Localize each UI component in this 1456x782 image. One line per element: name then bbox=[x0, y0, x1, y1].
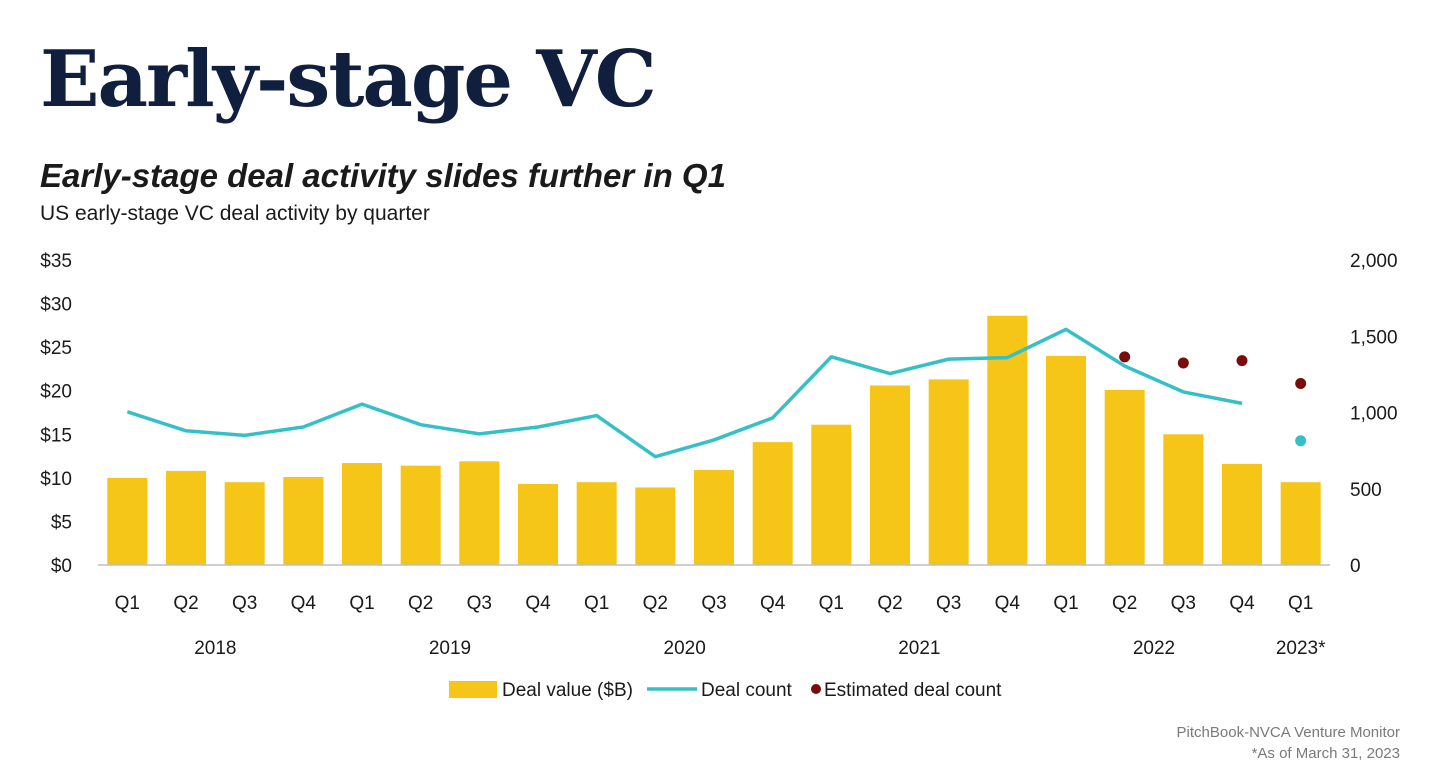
legend-label-deal-count: Deal count bbox=[701, 680, 793, 701]
right-axis-tick-label: 2,000 bbox=[1350, 251, 1398, 272]
quarter-label: Q4 bbox=[1229, 593, 1255, 614]
year-label: 2020 bbox=[664, 638, 706, 659]
bar bbox=[1222, 463, 1262, 565]
left-axis-tick-label: $10 bbox=[40, 469, 72, 490]
chart-description: US early-stage VC deal activity by quart… bbox=[40, 202, 430, 225]
quarter-label: Q1 bbox=[349, 593, 374, 614]
bar bbox=[342, 463, 382, 565]
bar bbox=[1104, 389, 1145, 565]
source-note: PitchBook-NVCA Venture Monitor *As of Ma… bbox=[1177, 722, 1400, 764]
legend-swatch-bar bbox=[449, 681, 497, 698]
left-axis-tick-label: $0 bbox=[51, 556, 72, 577]
quarter-label: Q4 bbox=[525, 593, 551, 614]
right-axis-tick-label: 1,500 bbox=[1350, 327, 1398, 348]
bar bbox=[1046, 355, 1086, 565]
bar bbox=[1280, 482, 1321, 565]
scatter-series bbox=[1119, 351, 1307, 390]
quarter-label: Q1 bbox=[1053, 593, 1078, 614]
left-axis-tick-label: $20 bbox=[40, 382, 72, 403]
quarter-label: Q3 bbox=[232, 593, 257, 614]
bar-series bbox=[107, 315, 1321, 565]
year-label: 2023* bbox=[1276, 638, 1326, 659]
deal-count-line bbox=[126, 327, 1243, 459]
left-axis: $0 $5 $10 $15 $20 $25 $30 $35 bbox=[40, 251, 72, 577]
quarter-label: Q1 bbox=[584, 593, 609, 614]
bar bbox=[987, 315, 1028, 565]
x-axis-quarter-labels: Q1 Q2 Q3 Q4 Q1 Q2 Q3 Q4 Q1 Q2 Q3 Q4 Q1 Q2 Q3 Q4 Q1 Q2 Q3 Q4… bbox=[115, 593, 1314, 614]
bar bbox=[694, 470, 734, 565]
bar bbox=[928, 379, 969, 565]
chart-subtitle: Early-stage deal activity slides further… bbox=[40, 157, 726, 194]
bar bbox=[400, 465, 441, 565]
quarter-label: Q4 bbox=[291, 593, 317, 614]
year-label: 2021 bbox=[898, 638, 940, 659]
quarter-label: Q3 bbox=[467, 593, 492, 614]
quarter-label: Q2 bbox=[877, 593, 902, 614]
quarter-label: Q3 bbox=[701, 593, 726, 614]
left-axis-tick-label: $15 bbox=[40, 425, 72, 446]
quarter-label: Q1 bbox=[115, 593, 140, 614]
estimated-deal-count-point bbox=[1119, 351, 1131, 363]
year-label: 2022 bbox=[1133, 638, 1175, 659]
estimated-deal-count-point bbox=[1177, 357, 1189, 369]
quarter-label: Q3 bbox=[936, 593, 961, 614]
bar bbox=[166, 470, 206, 565]
left-axis-tick-label: $35 bbox=[40, 251, 72, 272]
deal-count-point bbox=[1295, 435, 1307, 447]
quarter-label: Q1 bbox=[1288, 593, 1313, 614]
quarter-label: Q3 bbox=[1171, 593, 1196, 614]
bar bbox=[107, 477, 148, 565]
source-text: PitchBook-NVCA Venture Monitor bbox=[1176, 724, 1400, 741]
quarter-label: Q2 bbox=[643, 593, 668, 614]
estimated-deal-count-point bbox=[1236, 355, 1248, 367]
right-axis-tick-label: 0 bbox=[1350, 556, 1361, 577]
left-axis-tick-label: $30 bbox=[40, 295, 72, 316]
bar bbox=[811, 424, 852, 565]
left-axis-tick-label: $5 bbox=[51, 512, 72, 533]
footnote-text: *As of March 31, 2023 bbox=[1251, 745, 1400, 762]
bar bbox=[1163, 434, 1204, 565]
bar bbox=[576, 482, 617, 565]
right-axis-tick-label: 1,000 bbox=[1350, 404, 1398, 425]
bar bbox=[459, 461, 500, 565]
legend-swatch-point bbox=[811, 684, 821, 694]
line-series bbox=[126, 327, 1307, 459]
bar bbox=[518, 483, 558, 565]
legend-label-deal-value: Deal value ($B) bbox=[502, 680, 633, 701]
year-label: 2018 bbox=[194, 638, 236, 659]
right-axis-tick-label: 500 bbox=[1350, 480, 1382, 501]
quarter-label: Q2 bbox=[173, 593, 198, 614]
left-axis-tick-label: $25 bbox=[40, 338, 72, 359]
bar bbox=[752, 442, 793, 565]
quarter-label: Q2 bbox=[408, 593, 433, 614]
quarter-label: Q2 bbox=[1112, 593, 1137, 614]
quarter-label: Q4 bbox=[995, 593, 1021, 614]
x-axis-year-labels: 2018 2019 2020 2021 2022 2023* bbox=[194, 638, 1326, 659]
bar bbox=[870, 385, 910, 565]
estimated-deal-count-point bbox=[1295, 378, 1307, 390]
year-label: 2019 bbox=[429, 638, 471, 659]
bar bbox=[224, 482, 265, 565]
legend: Deal value ($B) Deal count Estimated deal … bbox=[449, 680, 1002, 701]
quarter-label: Q4 bbox=[760, 593, 786, 614]
right-axis: 0 500 1,000 1,500 2,000 bbox=[1350, 251, 1398, 577]
bar bbox=[635, 487, 676, 565]
chart-title: Early-stage VC bbox=[40, 34, 657, 125]
quarter-label: Q1 bbox=[819, 593, 844, 614]
bar bbox=[283, 476, 324, 565]
legend-label-estimated: Estimated deal count bbox=[824, 680, 1002, 701]
